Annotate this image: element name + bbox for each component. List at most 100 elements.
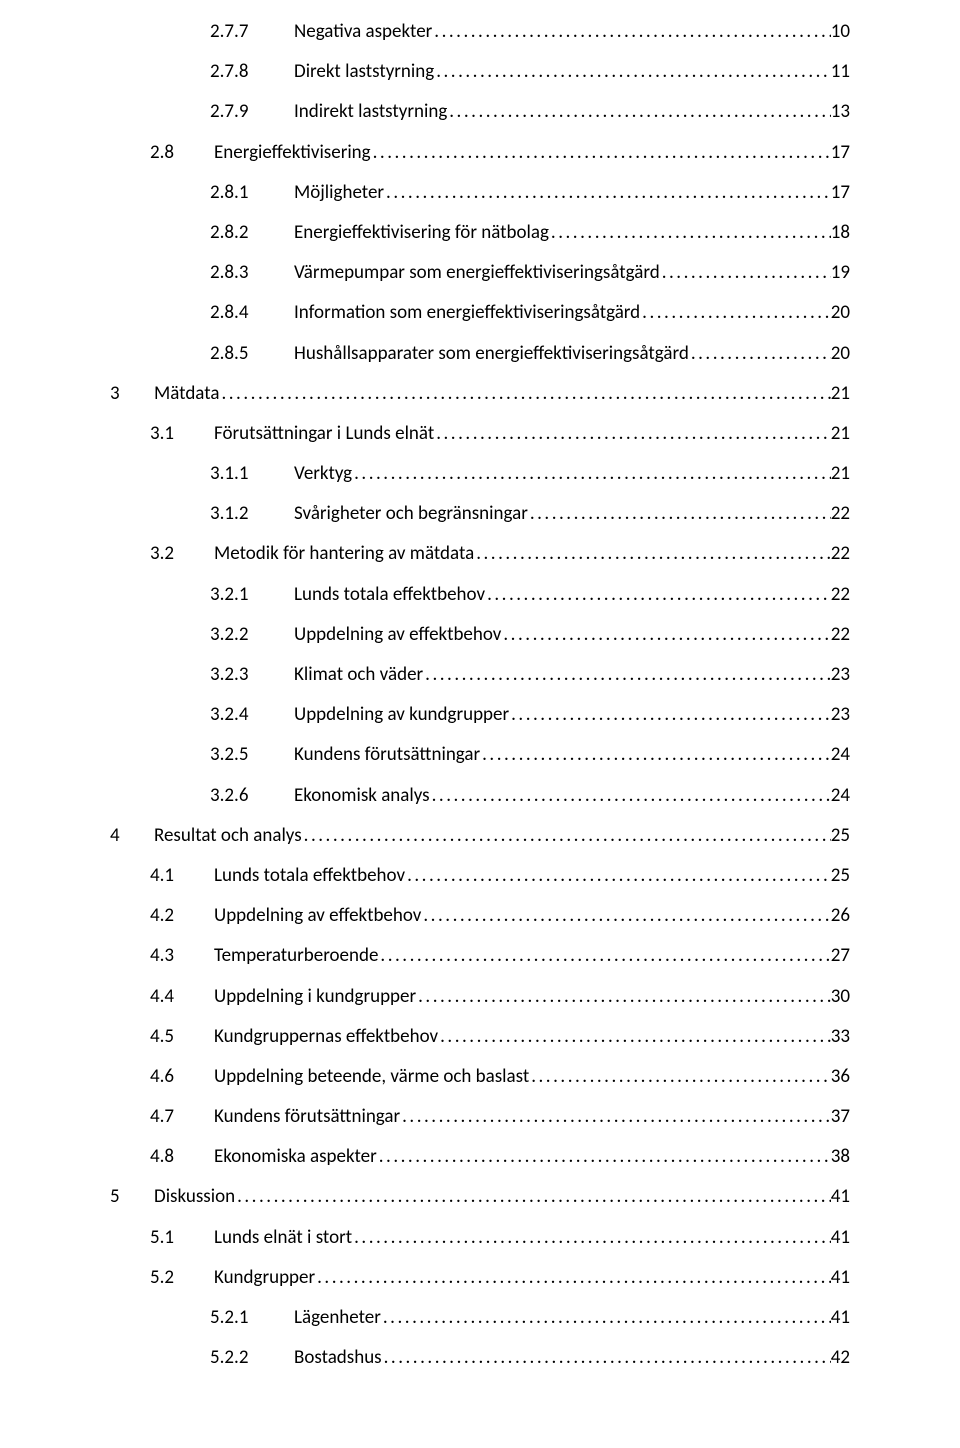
- toc-entry-number: 4.3: [150, 944, 210, 967]
- toc-leader-dots: [434, 60, 831, 83]
- toc-entry: 4.4Uppdelning i kundgrupper30: [110, 985, 850, 1008]
- toc-entry-number: 5.2.2: [210, 1346, 290, 1369]
- toc-entry-page: 21: [831, 382, 850, 405]
- toc-entry: 2.8.3Värmepumpar som energieffektiviseri…: [110, 261, 850, 284]
- toc-entry: 3.2.6Ekonomisk analys24: [110, 784, 850, 807]
- toc-entry-number: 3.2.6: [210, 784, 290, 807]
- toc-page: 2.7.7Negativa aspekter102.7.8Direkt last…: [0, 0, 960, 1448]
- toc-entry-title: Uppdelning av effektbehov: [210, 904, 421, 927]
- toc-leader-dots: [480, 743, 831, 766]
- toc-entry-title: Uppdelning av kundgrupper: [290, 703, 509, 726]
- toc-entry-page: 41: [831, 1266, 850, 1289]
- toc-leader-dots: [549, 221, 831, 244]
- toc-entry-page: 19: [831, 261, 850, 284]
- toc-entry-page: 23: [831, 703, 850, 726]
- toc-entry-title: Kundgrupper: [210, 1266, 315, 1289]
- toc-leader-dots: [430, 784, 831, 807]
- toc-entry-page: 21: [831, 462, 850, 485]
- toc-entry-number: 4.5: [150, 1025, 210, 1048]
- toc-entry-page: 42: [831, 1346, 850, 1369]
- toc-entry-number: 3.2.1: [210, 583, 290, 606]
- toc-entry-title: Direkt laststyrning: [290, 60, 434, 83]
- toc-entry: 3.2Metodik för hantering av mätdata22: [110, 542, 850, 565]
- toc-entry-number: 4.6: [150, 1065, 210, 1088]
- toc-entry-page: 33: [831, 1025, 850, 1048]
- toc-entry-number: 2.8.2: [210, 221, 290, 244]
- toc-leader-dots: [384, 181, 831, 204]
- toc-leader-dots: [378, 944, 830, 967]
- toc-entry-page: 41: [831, 1185, 850, 1208]
- toc-entry-title: Lunds elnät i stort: [210, 1226, 352, 1249]
- toc-entry-number: 4.2: [150, 904, 210, 927]
- toc-entry-page: 25: [831, 824, 850, 847]
- toc-entry-number: 2.8.5: [210, 342, 290, 365]
- toc-entry-page: 30: [831, 985, 850, 1008]
- toc-entry-page: 38: [831, 1145, 850, 1168]
- toc-entry-number: 2.7.7: [210, 20, 290, 43]
- toc-entry-number: 2.8.4: [210, 301, 290, 324]
- toc-entry: 4Resultat och analys25: [110, 824, 850, 847]
- toc-entry: 3.1.1Verktyg21: [110, 462, 850, 485]
- toc-entry: 5.2Kundgrupper41: [110, 1266, 850, 1289]
- toc-entry-number: 5.2.1: [210, 1306, 290, 1329]
- toc-entry-page: 37: [831, 1105, 850, 1128]
- toc-entry-page: 10: [831, 20, 850, 43]
- toc-entry-page: 26: [831, 904, 850, 927]
- toc-entry: 3.2.5Kundens förutsättningar24: [110, 743, 850, 766]
- toc-entry-number: 2.8.3: [210, 261, 290, 284]
- toc-entry-page: 22: [831, 502, 850, 525]
- toc-leader-dots: [405, 864, 831, 887]
- toc-leader-dots: [529, 1065, 831, 1088]
- toc-entry: 2.7.7Negativa aspekter 10: [110, 20, 850, 43]
- toc-entry-title: Värmepumpar som energieffektiviseringsåt…: [290, 261, 660, 284]
- toc-entry-title: Mätdata: [150, 382, 219, 405]
- toc-entry-page: 24: [831, 743, 850, 766]
- toc-entry: 4.2Uppdelning av effektbehov 26: [110, 904, 850, 927]
- toc-entry: 3.2.3Klimat och väder23: [110, 663, 850, 686]
- toc-leader-dots: [421, 904, 830, 927]
- toc-leader-dots: [302, 824, 831, 847]
- toc-entry: 5Diskussion41: [110, 1185, 850, 1208]
- toc-leader-dots: [381, 1306, 831, 1329]
- toc-entry-number: 3: [110, 382, 150, 405]
- toc-entry-title: Resultat och analys: [150, 824, 302, 847]
- toc-leader-dots: [352, 1226, 831, 1249]
- toc-entry-number: 3.2.4: [210, 703, 290, 726]
- toc-entry-title: Ekonomiska aspekter: [210, 1145, 377, 1168]
- toc-entry: 4.8Ekonomiska aspekter38: [110, 1145, 850, 1168]
- toc-leader-dots: [382, 1346, 831, 1369]
- toc-entry-number: 3.1: [150, 422, 210, 445]
- toc-leader-dots: [352, 462, 831, 485]
- toc-entry-title: Uppdelning i kundgrupper: [210, 985, 416, 1008]
- toc-entry: 3.1Förutsättningar i Lunds elnät21: [110, 422, 850, 445]
- toc-entry-title: Uppdelning beteende, värme och baslast: [210, 1065, 529, 1088]
- toc-entry-number: 3.2: [150, 542, 210, 565]
- toc-entry: 3.2.1Lunds totala effektbehov22: [110, 583, 850, 606]
- toc-entry-number: 3.2.5: [210, 743, 290, 766]
- toc-entry-page: 22: [831, 583, 850, 606]
- toc-entry-title: Negativa aspekter: [290, 20, 432, 43]
- toc-entry-title: Energieffektivisering för nätbolag: [290, 221, 549, 244]
- toc-entry-page: 41: [831, 1306, 850, 1329]
- toc-entry-title: Kundgruppernas effektbehov: [210, 1025, 438, 1048]
- toc-leader-dots: [423, 663, 831, 686]
- toc-entry-number: 2.7.9: [210, 100, 290, 123]
- toc-leader-dots: [400, 1105, 831, 1128]
- toc-entry-number: 4.1: [150, 864, 210, 887]
- toc-entry-number: 3.1.2: [210, 502, 290, 525]
- toc-entry-title: Temperaturberoende: [210, 944, 378, 967]
- toc-entry-title: Lunds totala effektbehov: [210, 864, 405, 887]
- toc-entry-page: 41: [831, 1226, 850, 1249]
- toc-entry-number: 4.7: [150, 1105, 210, 1128]
- toc-leader-dots: [416, 985, 831, 1008]
- toc-entry-number: 3.2.3: [210, 663, 290, 686]
- toc-entry: 2.8.2Energieffektivisering för nätbolag1…: [110, 221, 850, 244]
- toc-leader-dots: [315, 1266, 831, 1289]
- toc-entry-page: 23: [831, 663, 850, 686]
- toc-entry-page: 22: [831, 542, 850, 565]
- toc-entry: 3.2.4Uppdelning av kundgrupper 23: [110, 703, 850, 726]
- toc-entry-number: 2.8.1: [210, 181, 290, 204]
- toc-entry-number: 3.2.2: [210, 623, 290, 646]
- toc-entry-title: Kundens förutsättningar: [210, 1105, 400, 1128]
- toc-entry: 5.2.2Bostadshus42: [110, 1346, 850, 1369]
